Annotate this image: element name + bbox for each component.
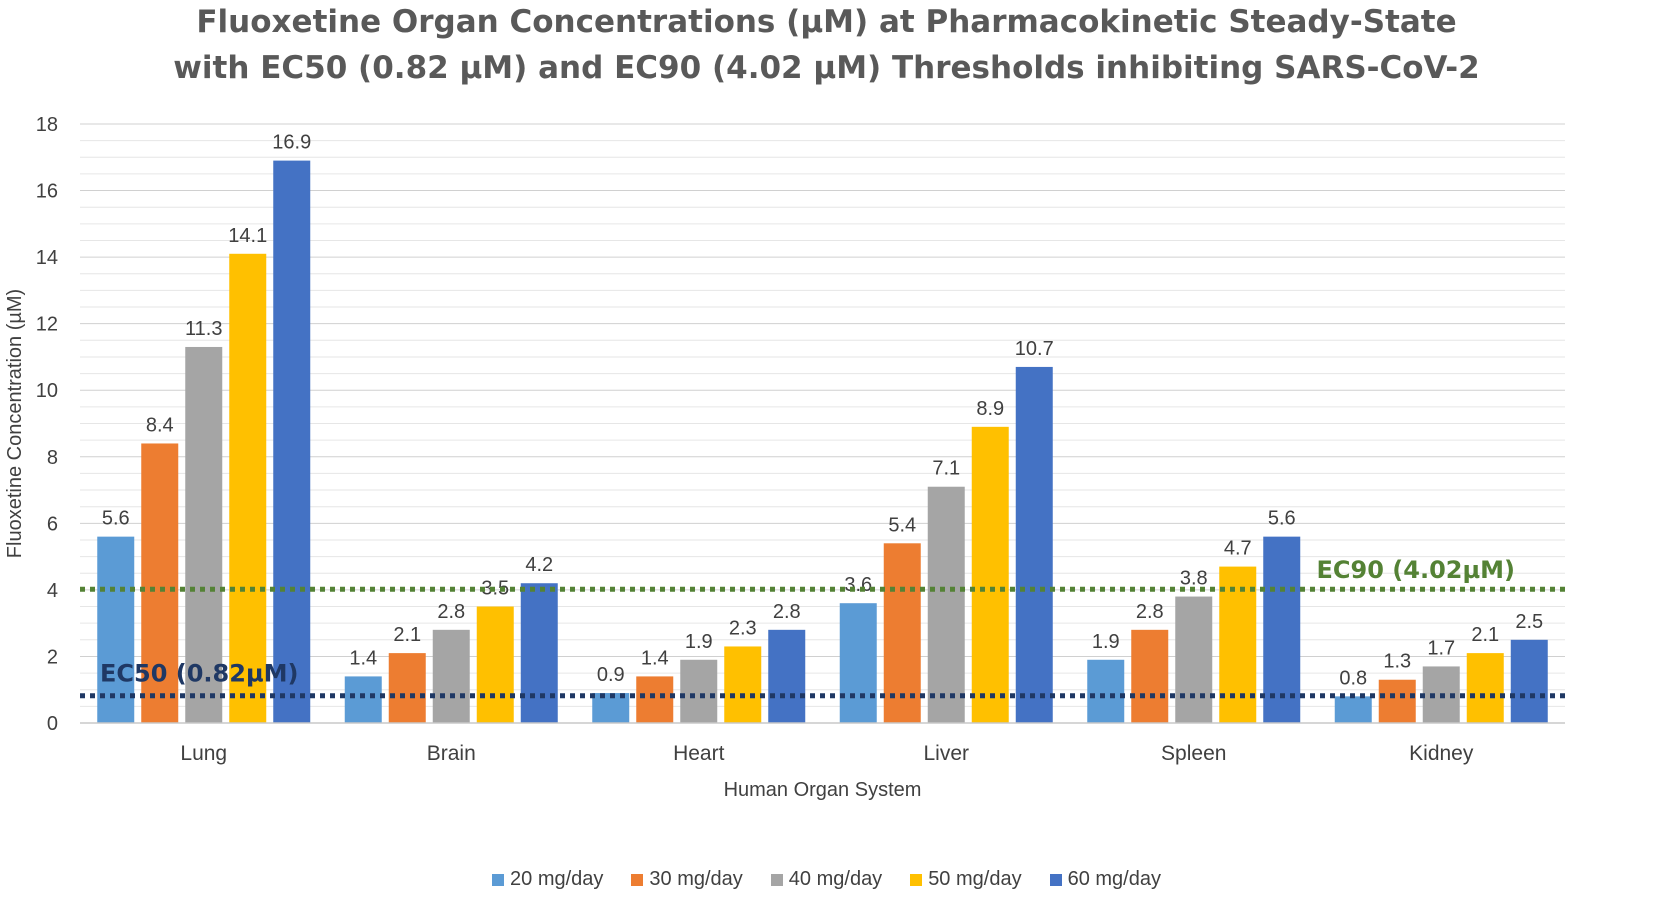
bar-kidney-20-mg-day — [1334, 696, 1372, 723]
x-axis-label: Human Organ System — [724, 779, 922, 801]
bar-kidney-50-mg-day — [1466, 653, 1504, 723]
data-label: 0.9 — [597, 664, 625, 686]
legend-item: 30 mg/day — [631, 868, 743, 891]
bar-liver-30-mg-day — [883, 543, 921, 723]
bar-lung-60-mg-day — [273, 160, 311, 723]
data-label: 16.9 — [272, 132, 311, 154]
legend-item: 60 mg/day — [1049, 868, 1161, 891]
legend-label: 40 mg/day — [788, 868, 883, 890]
legend-item: 20 mg/day — [492, 868, 603, 891]
data-label: 5.4 — [888, 514, 916, 536]
data-label: 1.4 — [349, 647, 377, 669]
bar-spleen-60-mg-day — [1263, 536, 1301, 723]
legend-swatch — [910, 873, 923, 886]
bar-kidney-30-mg-day — [1378, 679, 1416, 723]
y-tick-label: 2 — [47, 646, 58, 668]
x-tick-label: Brain — [427, 742, 476, 765]
ec90-label: EC90 (4.02µM) — [1317, 556, 1515, 584]
chart-svg: 0 2 4 6 8 10 12 14 16 18 Fluoxetine Concentration … — [4, 114, 1565, 801]
data-label: 2.8 — [437, 601, 465, 623]
y-tick-label: 8 — [47, 447, 58, 469]
y-tick-label: 4 — [47, 580, 58, 602]
legend-label: 60 mg/day — [1067, 868, 1161, 890]
y-axis-label: Fluoxetine Concentration (µM) — [4, 289, 26, 558]
data-label: 0.8 — [1339, 667, 1367, 689]
bar-spleen-40-mg-day — [1175, 596, 1213, 723]
bar-liver-50-mg-day — [971, 426, 1009, 723]
bar-heart-40-mg-day — [680, 659, 718, 723]
x-tick-label: Lung — [180, 742, 227, 765]
legend-label: 50 mg/day — [928, 868, 1022, 890]
data-label: 3.6 — [844, 574, 872, 596]
data-label: 2.1 — [393, 624, 421, 646]
data-label: 2.5 — [1515, 611, 1543, 633]
bar-lung-20-mg-day — [97, 536, 135, 723]
y-tick-label: 16 — [36, 181, 58, 203]
bar-lung-40-mg-day — [185, 346, 223, 723]
bar-kidney-60-mg-day — [1510, 639, 1548, 723]
data-label: 1.7 — [1427, 637, 1455, 659]
data-label: 7.1 — [932, 458, 960, 480]
legend-label: 30 mg/day — [649, 868, 743, 890]
bar-liver-60-mg-day — [1015, 366, 1053, 723]
chart-title-line-2: with EC50 (0.82 µM) and EC90 (4.02 µM) T… — [173, 50, 1480, 86]
data-label: 1.9 — [1092, 631, 1120, 653]
data-label: 2.8 — [773, 601, 801, 623]
x-tick-label: Heart — [673, 742, 725, 765]
bar-spleen-20-mg-day — [1087, 659, 1125, 723]
bar-brain-60-mg-day — [520, 583, 558, 723]
bar-heart-50-mg-day — [724, 646, 762, 723]
bar-brain-20-mg-day — [344, 676, 382, 723]
y-tick-label: 6 — [47, 513, 58, 535]
y-tick-label: 0 — [47, 713, 58, 735]
bar-liver-20-mg-day — [839, 603, 877, 723]
chart-title-line-1: Fluoxetine Organ Concentrations (µM) at … — [196, 4, 1457, 40]
bar-heart-60-mg-day — [768, 629, 806, 723]
bar-lung-50-mg-day — [229, 253, 267, 724]
bar-brain-50-mg-day — [476, 606, 514, 723]
data-label: 2.8 — [1136, 601, 1164, 623]
data-label: 1.4 — [641, 647, 669, 669]
data-label: 8.4 — [146, 414, 174, 436]
data-label: 3.5 — [481, 578, 509, 600]
chart-legend: 20 mg/day 30 mg/day 40 mg/day 50 mg/day 60 m… — [0, 868, 1653, 891]
legend-swatch — [770, 873, 783, 886]
data-label: 14.1 — [228, 225, 267, 247]
x-tick-label: Kidney — [1409, 742, 1474, 765]
bar-brain-40-mg-day — [432, 629, 470, 723]
bar-heart-30-mg-day — [636, 676, 674, 723]
legend-label: 20 mg/day — [510, 868, 604, 890]
data-label: 11.3 — [185, 318, 222, 340]
legend-swatch — [631, 873, 644, 886]
data-label: 2.3 — [729, 617, 757, 639]
legend-item: 50 mg/day — [910, 868, 1022, 891]
x-tick-label: Spleen — [1161, 742, 1226, 765]
y-tick-label: 12 — [36, 314, 58, 336]
data-label: 3.8 — [1180, 568, 1208, 590]
bar-lung-30-mg-day — [141, 443, 179, 723]
y-tick-label: 18 — [36, 114, 58, 136]
y-tick-label: 10 — [36, 380, 58, 402]
legend-swatch — [492, 873, 505, 886]
data-label: 2.1 — [1471, 624, 1499, 646]
bar-spleen-30-mg-day — [1131, 629, 1169, 723]
data-label: 1.3 — [1383, 651, 1411, 673]
legend-item: 40 mg/day — [770, 868, 883, 891]
bar-brain-30-mg-day — [388, 653, 426, 723]
data-label: 10.7 — [1015, 338, 1054, 360]
x-tick-label: Liver — [923, 742, 969, 765]
legend-swatch — [1049, 873, 1062, 886]
data-label: 1.9 — [685, 631, 713, 653]
y-tick-label: 14 — [36, 247, 58, 269]
bar-liver-40-mg-day — [927, 486, 965, 723]
data-label: 5.6 — [1268, 508, 1296, 530]
data-label: 4.2 — [525, 554, 553, 576]
data-label: 4.7 — [1224, 538, 1252, 560]
data-label: 5.6 — [102, 508, 130, 530]
ec50-label: EC50 (0.82µM) — [100, 660, 298, 688]
data-label: 8.9 — [976, 398, 1004, 420]
